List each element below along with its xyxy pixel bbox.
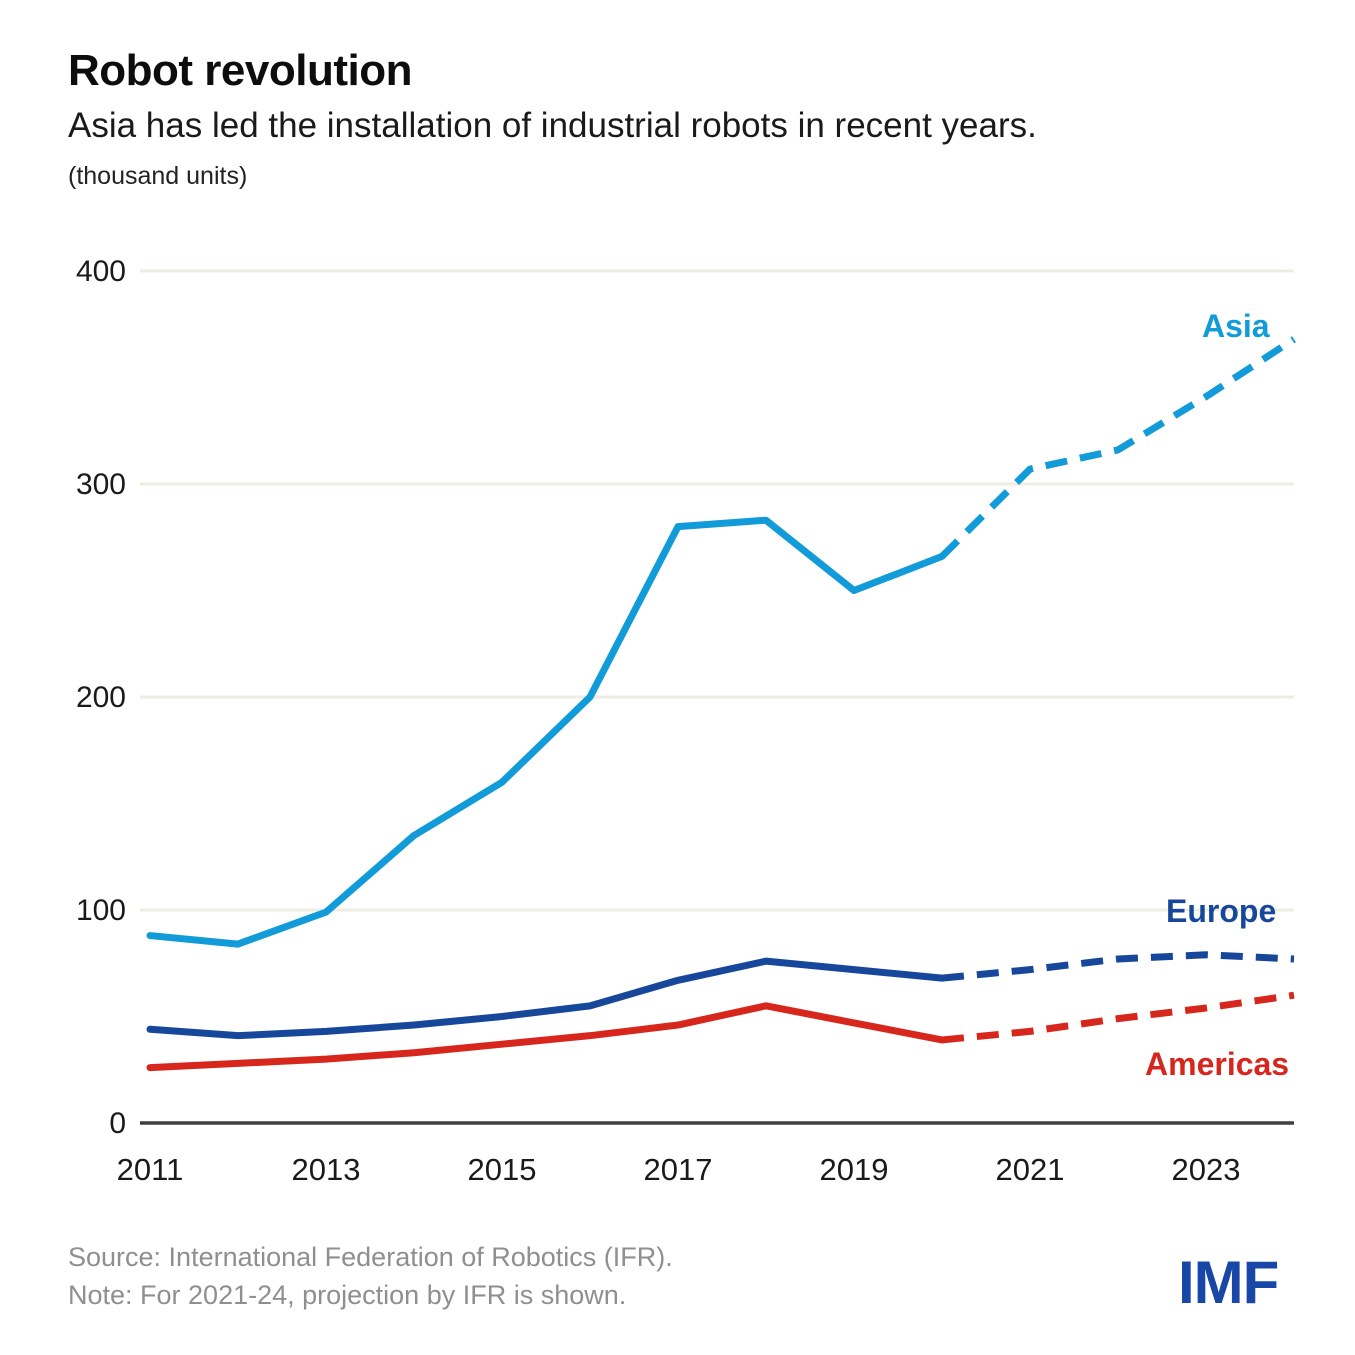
y-tick-label: 100 bbox=[76, 894, 126, 927]
line-americas-projection bbox=[941, 991, 1295, 1044]
x-tick-label: 2023 bbox=[1172, 1152, 1241, 1187]
x-tick-label: 2021 bbox=[996, 1152, 1065, 1187]
series-label-americas: Americas bbox=[1145, 1046, 1290, 1082]
imf-logo: IMF bbox=[1178, 1249, 1279, 1316]
line-europe-solid bbox=[146, 957, 946, 1040]
source-text: Source: International Federation of Robo… bbox=[68, 1242, 673, 1272]
x-tick-label: 2011 bbox=[117, 1152, 184, 1187]
x-tick-label: 2013 bbox=[292, 1152, 361, 1187]
x-tick-label: 2019 bbox=[820, 1152, 889, 1187]
line-americas-solid bbox=[146, 1002, 946, 1072]
series-label-asia: Asia bbox=[1202, 308, 1270, 344]
note-text: Note: For 2021-24, projection by IFR is … bbox=[68, 1280, 627, 1310]
x-tick-label: 2015 bbox=[468, 1152, 537, 1187]
line-europe-projection bbox=[941, 951, 1295, 982]
page-title: Robot revolution bbox=[68, 46, 412, 95]
series-label-europe: Europe bbox=[1166, 893, 1277, 929]
y-tick-label: 200 bbox=[76, 681, 126, 714]
units-label: (thousand units) bbox=[68, 162, 248, 190]
y-tick-label: 400 bbox=[76, 255, 126, 288]
line-asia-solid bbox=[146, 516, 946, 948]
footer-notes: Source: International Federation of Robo… bbox=[68, 1238, 673, 1314]
y-tick-label: 300 bbox=[76, 468, 126, 501]
line-asia-projection bbox=[939, 336, 1296, 559]
page-subtitle: Asia has led the installation of industr… bbox=[68, 106, 1037, 145]
x-tick-label: 2017 bbox=[644, 1152, 713, 1187]
y-tick-label: 0 bbox=[109, 1107, 126, 1140]
